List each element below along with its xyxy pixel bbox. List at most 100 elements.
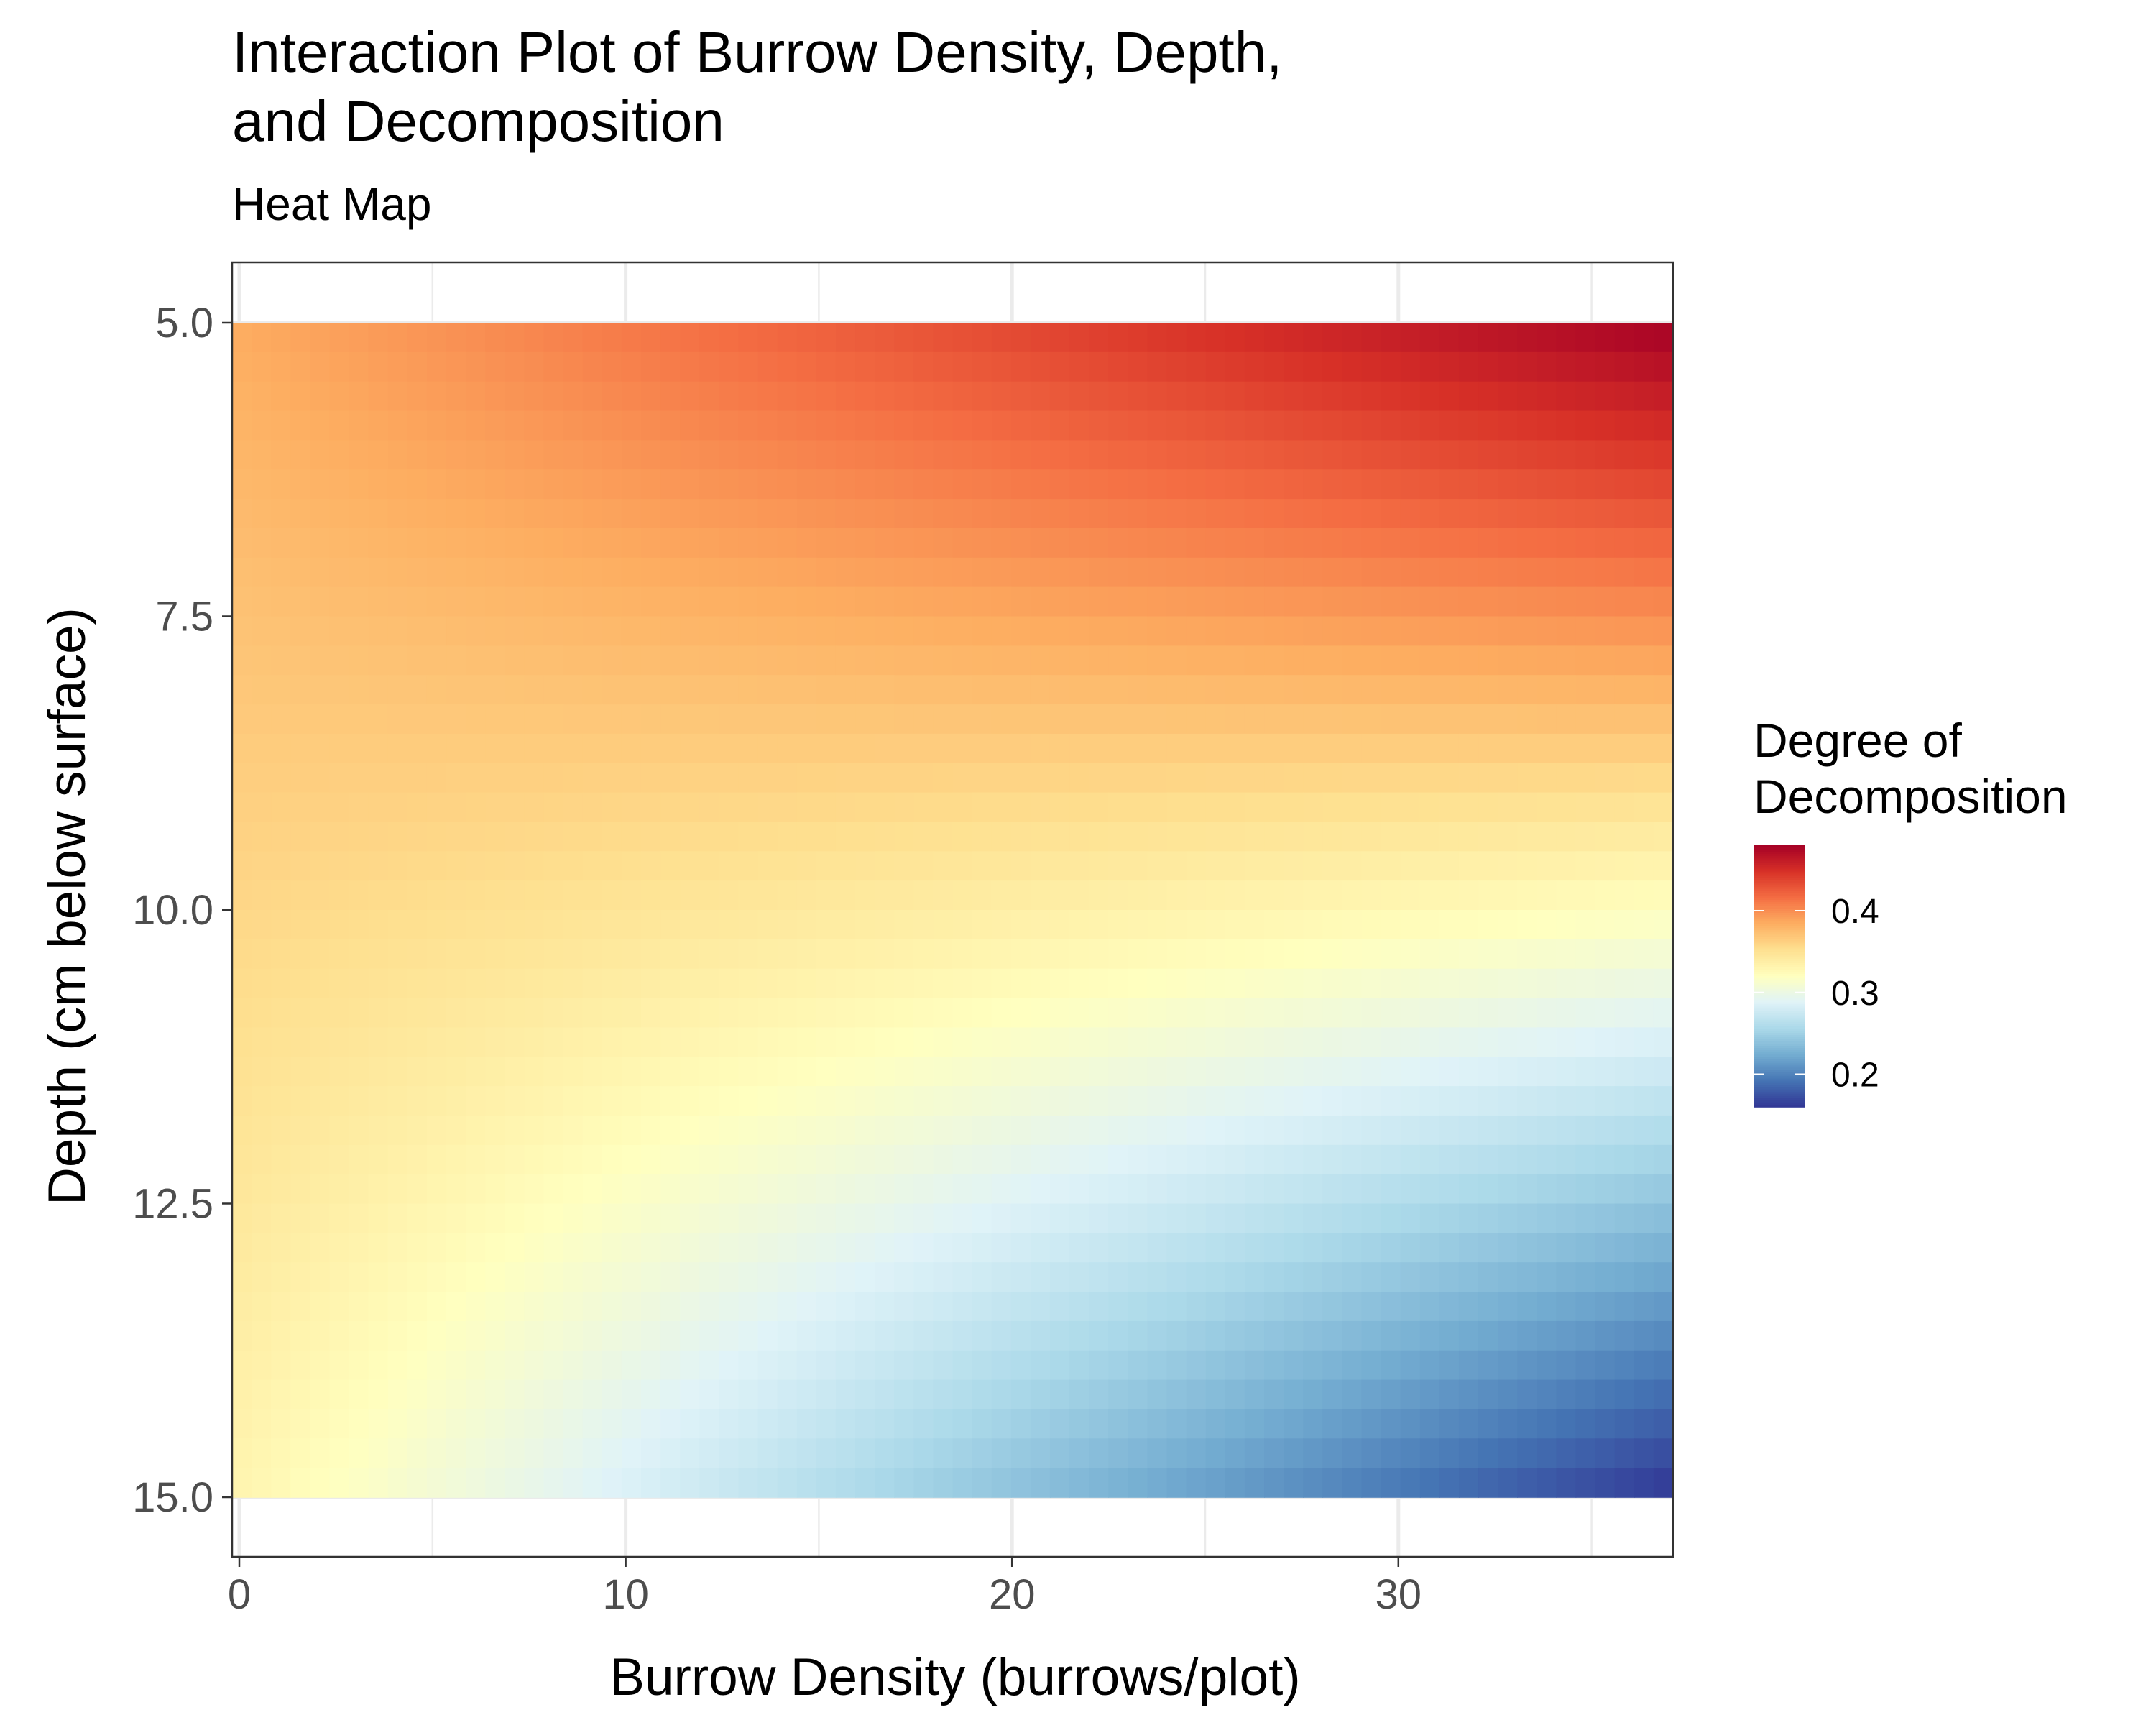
heatmap-cell bbox=[1089, 998, 1110, 1029]
heatmap-cell bbox=[1010, 1144, 1031, 1175]
heatmap-cell bbox=[1166, 645, 1187, 676]
heatmap-cell bbox=[1517, 1292, 1538, 1322]
heatmap-cell bbox=[1108, 528, 1129, 558]
heatmap-cell bbox=[1089, 1438, 1110, 1468]
heatmap-cell bbox=[640, 1057, 661, 1087]
heatmap-cell bbox=[952, 1203, 973, 1234]
heatmap-cell bbox=[972, 910, 992, 940]
heatmap-cell bbox=[1049, 1262, 1070, 1292]
heatmap-cell bbox=[1361, 675, 1382, 705]
heatmap-cell bbox=[466, 1350, 487, 1381]
heatmap-cell bbox=[602, 998, 622, 1029]
heatmap-cell bbox=[1225, 381, 1245, 412]
heatmap-cell bbox=[933, 440, 954, 471]
heatmap-cell bbox=[1069, 410, 1089, 441]
heatmap-cell bbox=[1342, 704, 1363, 735]
heatmap-cell bbox=[640, 880, 661, 911]
heatmap-cell bbox=[816, 822, 837, 852]
heatmap-cell bbox=[757, 733, 778, 764]
heatmap-cell bbox=[952, 557, 973, 588]
heatmap-cell bbox=[1030, 499, 1051, 529]
heatmap-cell bbox=[582, 675, 603, 705]
heatmap-cell bbox=[232, 939, 252, 970]
heatmap-cell bbox=[991, 1203, 1012, 1234]
heatmap-cell bbox=[1342, 763, 1363, 794]
heatmap-cell bbox=[232, 1233, 252, 1263]
legend-color-segment bbox=[1754, 1002, 1805, 1006]
heatmap-cell bbox=[621, 1350, 642, 1381]
heatmap-cell bbox=[1049, 323, 1070, 353]
heatmap-cell bbox=[1322, 645, 1343, 676]
heatmap-cell bbox=[913, 1174, 934, 1205]
heatmap-cell bbox=[1303, 528, 1324, 558]
heatmap-cell bbox=[310, 880, 331, 911]
heatmap-cell bbox=[1439, 910, 1460, 940]
heatmap-cell bbox=[1653, 880, 1674, 911]
legend-color-segment bbox=[1754, 928, 1805, 932]
heatmap-cell bbox=[1049, 763, 1070, 794]
heatmap-cell bbox=[426, 1320, 447, 1351]
heatmap-cell bbox=[1108, 1233, 1129, 1263]
heatmap-cell bbox=[446, 645, 466, 676]
heatmap-cell bbox=[252, 1174, 272, 1205]
heatmap-cell bbox=[485, 763, 506, 794]
heatmap-cell bbox=[719, 469, 740, 500]
heatmap-cell bbox=[232, 880, 252, 911]
heatmap-cell bbox=[660, 792, 681, 823]
heatmap-cell bbox=[699, 323, 720, 353]
heatmap-cell bbox=[738, 586, 759, 617]
heatmap-cell bbox=[1166, 616, 1187, 647]
heatmap-cell bbox=[719, 792, 740, 823]
heatmap-cell bbox=[349, 968, 369, 999]
heatmap-cell bbox=[952, 1115, 973, 1146]
heatmap-cell bbox=[1128, 851, 1148, 881]
heatmap-cell bbox=[563, 1203, 584, 1234]
heatmap-cell bbox=[1537, 968, 1557, 999]
x-tick-label: 30 bbox=[1376, 1571, 1422, 1618]
heatmap-cell bbox=[1128, 733, 1148, 764]
heatmap-cell bbox=[310, 1233, 331, 1263]
heatmap-cell bbox=[1010, 440, 1031, 471]
heatmap-cell bbox=[1595, 1379, 1616, 1410]
heatmap-cell bbox=[387, 616, 408, 647]
heatmap-cell bbox=[368, 586, 389, 617]
heatmap-cell bbox=[875, 910, 895, 940]
heatmap-cell bbox=[913, 910, 934, 940]
heatmap-cell bbox=[816, 1350, 837, 1381]
heatmap-cell bbox=[1634, 1086, 1654, 1116]
heatmap-cell bbox=[1517, 675, 1538, 705]
legend-color-segment bbox=[1754, 908, 1805, 911]
heatmap-cell bbox=[913, 998, 934, 1029]
heatmap-cell bbox=[699, 1350, 720, 1381]
heatmap-cell bbox=[1108, 645, 1129, 676]
heatmap-cell bbox=[1147, 645, 1168, 676]
heatmap-cell bbox=[875, 645, 895, 676]
heatmap-cell bbox=[1653, 1320, 1674, 1351]
heatmap-cell bbox=[855, 469, 875, 500]
heatmap-cell bbox=[426, 998, 447, 1029]
heatmap-cell bbox=[446, 1438, 466, 1468]
heatmap-cell bbox=[485, 528, 506, 558]
heatmap-cell bbox=[426, 880, 447, 911]
heatmap-cell bbox=[621, 1086, 642, 1116]
heatmap-cell bbox=[796, 939, 817, 970]
heatmap-cell bbox=[1381, 1262, 1401, 1292]
heatmap-cell bbox=[1010, 1320, 1031, 1351]
heatmap-cell bbox=[933, 499, 954, 529]
heatmap-cell bbox=[1439, 528, 1460, 558]
heatmap-cell bbox=[1225, 675, 1245, 705]
heatmap-cell bbox=[699, 440, 720, 471]
heatmap-cell bbox=[310, 1292, 331, 1322]
heatmap-cell bbox=[349, 1027, 369, 1058]
heatmap-cell bbox=[1381, 1409, 1401, 1440]
heatmap-cell bbox=[1575, 1233, 1596, 1263]
heatmap-cell bbox=[290, 939, 311, 970]
heatmap-cell bbox=[1478, 880, 1498, 911]
heatmap-cell bbox=[329, 381, 350, 412]
heatmap-cell bbox=[1614, 1115, 1635, 1146]
heatmap-cell bbox=[1614, 557, 1635, 588]
heatmap-cell bbox=[505, 792, 525, 823]
heatmap-cell bbox=[505, 586, 525, 617]
heatmap-cell bbox=[1205, 1086, 1226, 1116]
heatmap-cell bbox=[387, 1320, 408, 1351]
